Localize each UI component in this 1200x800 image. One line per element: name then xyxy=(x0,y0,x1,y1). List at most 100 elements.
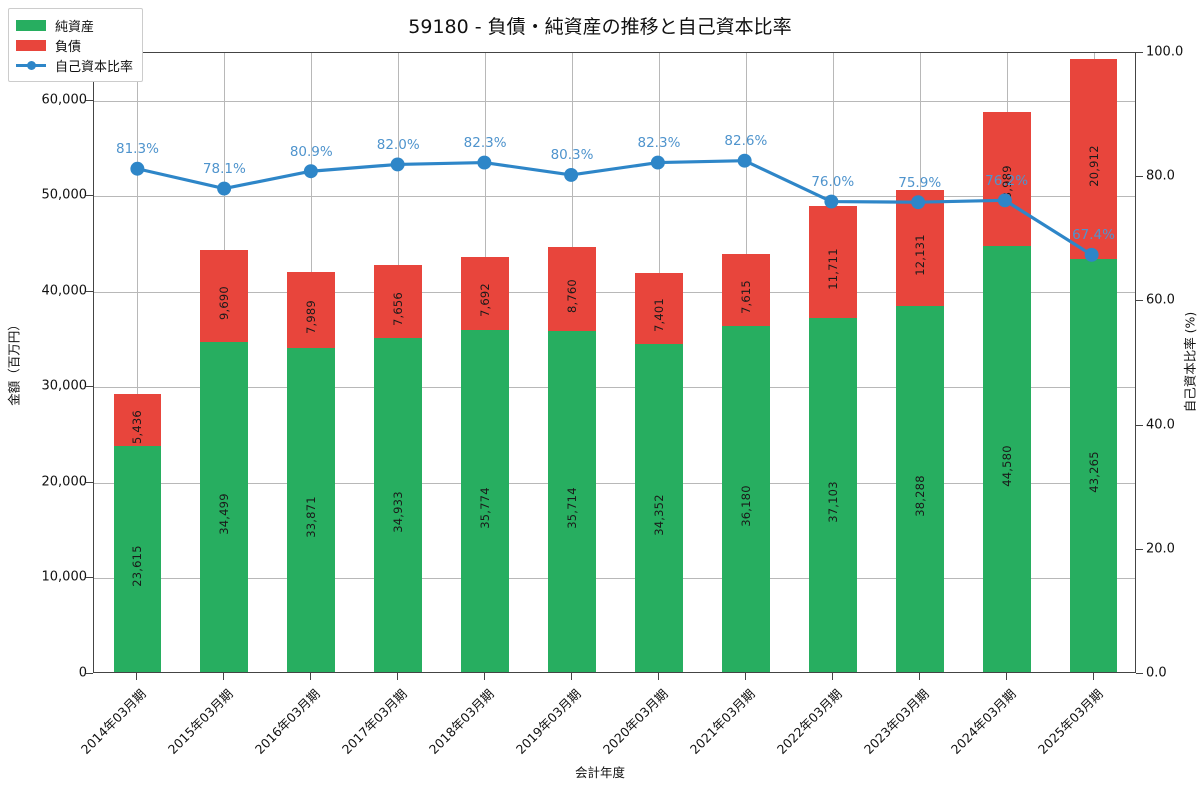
x-tick-mark xyxy=(744,673,746,680)
bar-value-label-liability: 5,436 xyxy=(130,410,145,445)
legend-item[interactable]: 純資産 xyxy=(16,15,133,35)
bar-segment-liability[interactable]: 11,711 xyxy=(808,205,857,318)
y-tick-mark-left xyxy=(86,290,93,292)
legend-label: 純資産 xyxy=(55,19,95,35)
gridline-horizontal xyxy=(94,291,1135,293)
bar-segment-liability[interactable]: 9,690 xyxy=(200,249,249,343)
bar-group[interactable]: 35,714 8,760 xyxy=(548,247,596,672)
line-marker[interactable] xyxy=(737,153,752,168)
y-axis-label-left: 金額（百万円） xyxy=(6,318,22,406)
bar-segment-liability[interactable]: 7,656 xyxy=(374,265,423,339)
bar-group[interactable]: 34,499 9,690 xyxy=(200,249,249,672)
bar-segment-equity[interactable]: 43,265 xyxy=(1069,258,1118,672)
bar-segment-liability[interactable]: 12,131 xyxy=(895,190,944,307)
y-tick-mark-left xyxy=(86,481,93,483)
bar-value-label-liability: 8,760 xyxy=(565,278,580,313)
bar-group[interactable]: 36,180 7,615 xyxy=(721,253,770,672)
y-tick-label-left: 60,000 xyxy=(41,92,88,108)
legend-item[interactable]: 負債 xyxy=(16,35,133,55)
gridline-horizontal xyxy=(94,482,1135,484)
chart-legend[interactable]: 純資産 負債自己資本比率 xyxy=(8,8,144,82)
y-axis-label-right: 自己資本比率 (%) xyxy=(1182,311,1198,413)
bar-group[interactable]: 37,103 11,711 xyxy=(808,205,857,672)
y-tick-label-right: 0.0 xyxy=(1146,665,1167,681)
bar-group[interactable]: 38,288 12,131 xyxy=(895,190,944,672)
line-marker[interactable] xyxy=(650,155,665,170)
bar-segment-equity[interactable]: 33,871 xyxy=(287,348,336,672)
chart-title: 59180 - 負債・純資産の推移と自己資本比率 xyxy=(408,16,792,38)
bar-group[interactable]: 23,615 5,436 xyxy=(113,394,162,672)
bar-value-label-equity: 35,714 xyxy=(565,487,580,530)
bar-segment-liability[interactable]: 7,989 xyxy=(287,272,336,349)
bar-value-label-liability: 7,615 xyxy=(738,280,753,314)
equity-ratio-label: 76.2% xyxy=(985,172,1029,189)
bar-value-label-liability: 11,711 xyxy=(825,247,840,290)
gridline-vertical xyxy=(137,53,139,672)
x-tick-mark xyxy=(136,673,138,680)
y-tick-mark-left xyxy=(86,577,93,579)
x-tick-mark xyxy=(657,673,659,680)
legend-line-icon xyxy=(16,58,46,72)
y-tick-mark-right xyxy=(1136,52,1143,53)
equity-ratio-label: 80.3% xyxy=(550,147,594,164)
equity-ratio-line xyxy=(135,159,1094,257)
bar-value-label-liability: 20,912 xyxy=(1086,145,1101,187)
y-tick-mark-left xyxy=(86,99,93,101)
legend-label: 自己資本比率 xyxy=(55,59,134,75)
bar-segment-equity[interactable]: 37,103 xyxy=(808,317,857,672)
bar-group[interactable]: 34,352 7,401 xyxy=(635,273,683,672)
bar-segment-equity[interactable]: 23,615 xyxy=(113,446,162,672)
bar-segment-equity[interactable]: 34,499 xyxy=(200,342,249,672)
bar-group[interactable]: 33,871 7,989 xyxy=(287,272,336,672)
legend-item[interactable]: 自己資本比率 xyxy=(16,55,133,75)
bar-segment-liability[interactable]: 5,436 xyxy=(113,394,162,447)
bar-segment-liability[interactable]: 7,615 xyxy=(721,253,770,327)
x-tick-mark xyxy=(397,673,399,680)
bar-value-label-equity: 44,580 xyxy=(999,445,1014,487)
bar-value-label-liability: 7,656 xyxy=(391,291,406,326)
bar-segment-equity[interactable]: 44,580 xyxy=(982,246,1031,672)
plot-area: 23,615 5,436 34,499 9,690 33,871 7,989 34,933 7… xyxy=(93,52,1136,673)
gridline-horizontal xyxy=(94,196,1135,198)
y-tick-label-right: 100.0 xyxy=(1146,44,1184,60)
y-tick-label-left: 40,000 xyxy=(41,283,88,299)
y-tick-mark-right xyxy=(1136,300,1143,302)
bar-segment-liability[interactable]: 7,692 xyxy=(461,256,510,331)
bar-group[interactable]: 34,933 7,656 xyxy=(374,265,423,672)
bar-value-label-equity: 35,774 xyxy=(478,487,493,529)
y-tick-label-right: 80.0 xyxy=(1146,168,1175,184)
bar-group[interactable]: 44,580 13,989 xyxy=(982,112,1031,672)
bar-segment-equity[interactable]: 35,714 xyxy=(548,330,596,672)
bar-segment-equity[interactable]: 38,288 xyxy=(895,306,944,672)
x-tick-mark xyxy=(310,673,312,680)
gridline-horizontal xyxy=(94,100,1135,102)
bar-segment-liability[interactable]: 8,760 xyxy=(548,247,596,331)
legend-color-swatch xyxy=(16,19,46,31)
equity-ratio-label: 82.0% xyxy=(376,136,420,153)
y-tick-label-right: 20.0 xyxy=(1146,541,1175,557)
x-tick-mark xyxy=(831,673,833,680)
equity-ratio-markers xyxy=(130,153,1099,262)
y-tick-mark-right xyxy=(1136,424,1143,426)
y-tick-mark-left xyxy=(86,673,93,674)
bar-value-label-equity: 36,180 xyxy=(738,485,753,527)
bar-segment-liability[interactable]: 7,401 xyxy=(635,273,683,344)
y-tick-label-left: 50,000 xyxy=(41,187,88,203)
bar-group[interactable]: 43,265 20,912 xyxy=(1069,58,1118,672)
bar-segment-equity[interactable]: 36,180 xyxy=(721,326,770,672)
bar-value-label-equity: 38,288 xyxy=(912,475,927,517)
bar-segment-equity[interactable]: 34,352 xyxy=(635,343,683,672)
y-tick-mark-left xyxy=(86,386,93,388)
bar-segment-equity[interactable]: 35,774 xyxy=(461,330,510,672)
y-tick-label-left: 0 xyxy=(78,665,87,681)
y-tick-mark-right xyxy=(1136,673,1143,674)
equity-ratio-label: 82.6% xyxy=(724,133,768,150)
bar-segment-equity[interactable]: 34,933 xyxy=(374,338,423,672)
x-axis-label: 会計年度 xyxy=(574,765,626,780)
x-tick-mark xyxy=(571,673,573,680)
x-tick-mark xyxy=(918,673,920,680)
bar-group[interactable]: 35,774 7,692 xyxy=(461,256,510,672)
x-tick-mark xyxy=(223,673,225,680)
y-tick-label-left: 30,000 xyxy=(41,378,88,394)
